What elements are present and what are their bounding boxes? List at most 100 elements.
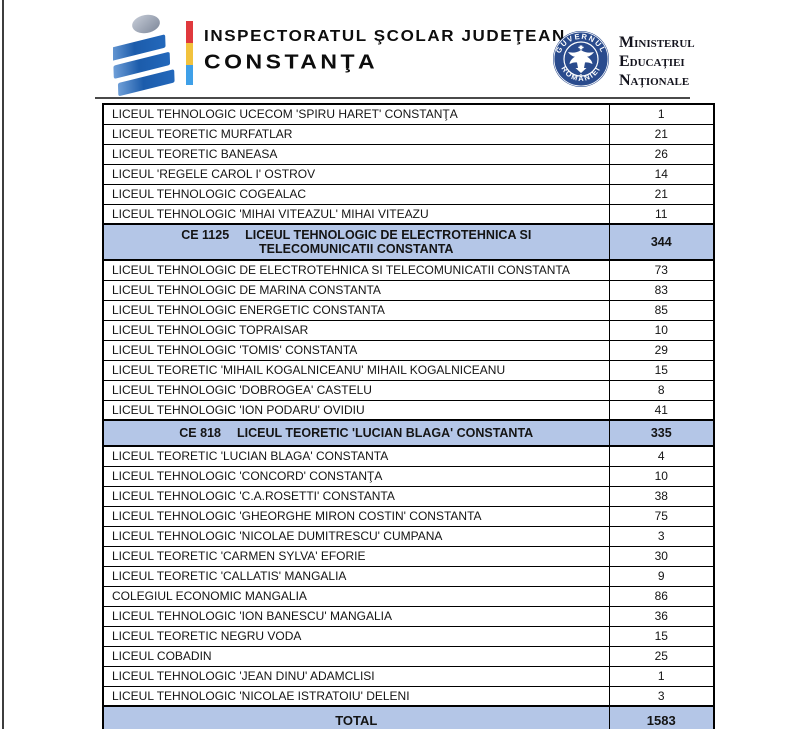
table-row: LICEUL TEORETIC BANEASA 26 xyxy=(102,143,715,165)
school-name-cell: LICEUL TEORETIC BANEASA xyxy=(102,143,610,165)
school-name-cell: CE 1125 LICEUL TEHNOLOGIC DE ELECTROTEHNI… xyxy=(102,223,610,261)
count-cell: 29 xyxy=(608,339,715,361)
school-name-cell: LICEUL TEORETIC 'MIHAIL KOGALNICEANU' MI… xyxy=(102,359,610,381)
school-name-cell: LICEUL TEORETIC 'CALLATIS' MANGALIA xyxy=(102,565,610,587)
group-header-row: CE 818 LICEUL TEORETIC 'LUCIAN BLAGA' CON… xyxy=(102,419,715,447)
school-name-cell: LICEUL TEORETIC MURFATLAR xyxy=(102,123,610,145)
table-row: LICEUL COBADIN 25 xyxy=(102,645,715,667)
count-cell: 21 xyxy=(608,123,715,145)
exam-center-code: CE 818 xyxy=(179,426,221,440)
school-name-cell: LICEUL TEHNOLOGIC 'TOMIS' CONSTANTA xyxy=(102,339,610,361)
table-row: LICEUL TEHNOLOGIC DE MARINA CONSTANTA 83 xyxy=(102,279,715,301)
school-name-cell: LICEUL TEORETIC 'CARMEN SYLVA' EFORIE xyxy=(102,545,610,567)
group-header-row: CE 1125 LICEUL TEHNOLOGIC DE ELECTROTEHNI… xyxy=(102,223,715,261)
count-cell: 4 xyxy=(608,445,715,467)
count-cell: 14 xyxy=(608,163,715,185)
table-row: LICEUL TEHNOLOGIC 'JEAN DINU' ADAMCLISI 1 xyxy=(102,665,715,687)
table-row: LICEUL TEHNOLOGIC 'ION PODARU' OVIDIU 41 xyxy=(102,399,715,421)
exam-center-code: CE 1125 xyxy=(181,228,230,242)
table-row: LICEUL TEHNOLOGIC 'TOMIS' CONSTANTA 29 xyxy=(102,339,715,361)
school-name-cell: LICEUL TEHNOLOGIC 'NICOLAE ISTRATOIU' DE… xyxy=(102,685,610,707)
logo-head-shape xyxy=(132,14,160,34)
isj-constanta-logo-icon xyxy=(113,14,193,96)
org-title: INSPECTORATUL ŞCOLAR JUDEŢEAN CONSTANŢA xyxy=(204,27,566,77)
ministry-line1: Ministerul xyxy=(619,34,695,51)
school-name-cell: TOTAL xyxy=(102,705,610,729)
school-name-cell: LICEUL 'REGELE CAROL I' OSTROV xyxy=(102,163,610,185)
school-name-cell: LICEUL TEHNOLOGIC 'C.A.ROSETTI' CONSTANT… xyxy=(102,485,610,507)
schools-table-body: LICEUL TEHNOLOGIC UCECOM 'SPIRU HARET' C… xyxy=(102,103,715,729)
count-cell: 344 xyxy=(608,223,715,261)
count-cell: 25 xyxy=(608,645,715,667)
count-cell: 8 xyxy=(608,379,715,401)
table-row: LICEUL TEHNOLOGIC 'CONCORD' CONSTANŢA 10 xyxy=(102,465,715,487)
table-row: LICEUL TEHNOLOGIC 'GHEORGHE MIRON COSTIN… xyxy=(102,505,715,527)
school-name-cell: LICEUL TEHNOLOGIC DE MARINA CONSTANTA xyxy=(102,279,610,301)
ministry-line3: Naționale xyxy=(619,72,690,89)
table-row: LICEUL TEHNOLOGIC DE ELECTROTEHNICA SI T… xyxy=(102,259,715,281)
table-row: LICEUL TEORETIC 'CALLATIS' MANGALIA 9 xyxy=(102,565,715,587)
table-row: COLEGIUL ECONOMIC MANGALIA 86 xyxy=(102,585,715,607)
school-name-cell: LICEUL TEHNOLOGIC 'ION PODARU' OVIDIU xyxy=(102,399,610,421)
school-name-cell: LICEUL TEORETIC 'LUCIAN BLAGA' CONSTANTA xyxy=(102,445,610,467)
tricolor-yellow xyxy=(186,43,193,65)
table-row: LICEUL TEHNOLOGIC UCECOM 'SPIRU HARET' C… xyxy=(102,103,715,125)
school-name-cell: LICEUL TEORETIC NEGRU VODA xyxy=(102,625,610,647)
total-row: TOTAL 1583 xyxy=(102,705,715,729)
table-row: LICEUL TEHNOLOGIC 'NICOLAE ISTRATOIU' DE… xyxy=(102,685,715,707)
school-name-cell: LICEUL TEHNOLOGIC COGEALAC xyxy=(102,183,610,205)
count-cell: 11 xyxy=(608,203,715,225)
count-cell: 36 xyxy=(608,605,715,627)
ministry-name: Ministerul Educației Naționale xyxy=(619,33,695,90)
header-divider xyxy=(95,97,690,99)
school-name-cell: LICEUL TEHNOLOGIC ENERGETIC CONSTANTA xyxy=(102,299,610,321)
table-row: LICEUL TEHNOLOGIC 'DOBROGEA' CASTELU 8 xyxy=(102,379,715,401)
count-cell: 15 xyxy=(608,625,715,647)
table-row: LICEUL TEHNOLOGIC COGEALAC 21 xyxy=(102,183,715,205)
exam-center-label: LICEUL TEORETIC 'LUCIAN BLAGA' CONSTANTA xyxy=(236,426,534,440)
school-name-cell: LICEUL TEHNOLOGIC 'MIHAI VITEAZUL' MIHAI… xyxy=(102,203,610,225)
table-row: LICEUL TEHNOLOGIC 'NICOLAE DUMITRESCU' C… xyxy=(102,525,715,547)
school-name-cell: LICEUL TEHNOLOGIC 'JEAN DINU' ADAMCLISI xyxy=(102,665,610,687)
tricolor-blue xyxy=(186,65,193,85)
table-row: LICEUL TEHNOLOGIC ENERGETIC CONSTANTA 85 xyxy=(102,299,715,321)
count-cell: 30 xyxy=(608,545,715,567)
school-name-cell: CE 818 LICEUL TEORETIC 'LUCIAN BLAGA' CON… xyxy=(102,419,610,447)
eagle-emblem xyxy=(568,45,594,73)
count-cell: 41 xyxy=(608,399,715,421)
school-name-cell: LICEUL COBADIN xyxy=(102,645,610,667)
schools-table-container: LICEUL TEHNOLOGIC UCECOM 'SPIRU HARET' C… xyxy=(102,103,715,729)
table-row: LICEUL TEORETIC 'MIHAIL KOGALNICEANU' MI… xyxy=(102,359,715,381)
table-row: LICEUL TEHNOLOGIC 'MIHAI VITEAZUL' MIHAI… xyxy=(102,203,715,225)
table-row: LICEUL TEHNOLOGIC 'C.A.ROSETTI' CONSTANT… xyxy=(102,485,715,507)
count-cell: 86 xyxy=(608,585,715,607)
table-row: LICEUL TEHNOLOGIC 'ION BANESCU' MANGALIA… xyxy=(102,605,715,627)
table-row: LICEUL TEORETIC NEGRU VODA 15 xyxy=(102,625,715,647)
count-cell: 83 xyxy=(608,279,715,301)
ministry-line2: Educației xyxy=(619,53,685,70)
table-row: LICEUL TEORETIC MURFATLAR 21 xyxy=(102,123,715,145)
count-cell: 1583 xyxy=(608,705,715,729)
count-cell: 335 xyxy=(608,419,715,447)
count-cell: 15 xyxy=(608,359,715,381)
table-row: LICEUL TEORETIC 'LUCIAN BLAGA' CONSTANTA… xyxy=(102,445,715,467)
school-name-cell: LICEUL TEHNOLOGIC UCECOM 'SPIRU HARET' C… xyxy=(102,103,610,125)
count-cell: 21 xyxy=(608,183,715,205)
school-name-cell: LICEUL TEHNOLOGIC 'DOBROGEA' CASTELU xyxy=(102,379,610,401)
tricolor-red xyxy=(186,21,193,43)
school-name-cell: LICEUL TEHNOLOGIC 'CONCORD' CONSTANŢA xyxy=(102,465,610,487)
scan-edge-line xyxy=(2,0,4,729)
org-title-line1: INSPECTORATUL ŞCOLAR JUDEŢEAN xyxy=(204,27,566,45)
count-cell: 73 xyxy=(608,259,715,281)
page-header: INSPECTORATUL ŞCOLAR JUDEŢEAN CONSTANŢA … xyxy=(0,0,792,103)
table-row: LICEUL 'REGELE CAROL I' OSTROV 14 xyxy=(102,163,715,185)
school-name-cell: LICEUL TEHNOLOGIC TOPRAISAR xyxy=(102,319,610,341)
school-name-cell: COLEGIUL ECONOMIC MANGALIA xyxy=(102,585,610,607)
count-cell: 3 xyxy=(608,525,715,547)
table-row: LICEUL TEORETIC 'CARMEN SYLVA' EFORIE 30 xyxy=(102,545,715,567)
count-cell: 38 xyxy=(608,485,715,507)
count-cell: 26 xyxy=(608,143,715,165)
table-row: LICEUL TEHNOLOGIC TOPRAISAR 10 xyxy=(102,319,715,341)
count-cell: 10 xyxy=(608,319,715,341)
